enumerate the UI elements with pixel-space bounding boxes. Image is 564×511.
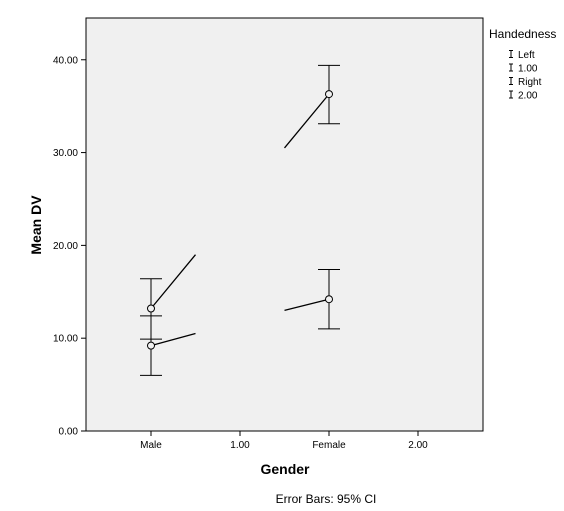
mean-marker-1-0 [325, 90, 333, 99]
x-tick-label-3: 2.00 [408, 440, 428, 451]
x-tick-label-1: 1.00 [230, 440, 250, 451]
x-axis: Male 1.00 Female 2.00 [140, 431, 428, 451]
mean-marker-0-1 [147, 341, 155, 350]
legend-label-1: 1.00 [518, 64, 538, 75]
mean-marker-1-1 [325, 295, 333, 304]
x-tick-label-0: Male [140, 440, 162, 451]
x-axis-title: Gender [260, 461, 310, 477]
x-tick-label-2: Female [312, 440, 346, 451]
legend-label-3: 2.00 [518, 91, 538, 102]
mean-marker-0-0 [147, 304, 155, 313]
y-axis: 0.00 10.00 20.00 30.00 40.00 [53, 55, 86, 438]
series-line-1-0 [283, 93, 330, 149]
series-line-0-1 [150, 332, 196, 347]
chart-marks [140, 64, 340, 376]
y-tick-label-1: 10.00 [53, 334, 78, 345]
y-tick-label-4: 40.00 [53, 55, 78, 66]
y-tick-label-2: 20.00 [53, 241, 78, 252]
y-tick-label-0: 0.00 [59, 427, 79, 438]
plot-area [85, 17, 484, 432]
legend: Left 1.00 Right 2.00 [509, 50, 542, 102]
series-line-1-1 [284, 298, 330, 311]
legend-label-0: Left [518, 50, 535, 61]
series-line-0-0 [150, 254, 197, 309]
y-axis-title: Mean DV [28, 195, 44, 255]
y-tick-label-3: 30.00 [53, 148, 78, 159]
legend-label-2: Right [518, 77, 542, 88]
footnote: Error Bars: 95% CI [276, 492, 377, 506]
legend-title: Handedness [489, 27, 556, 41]
